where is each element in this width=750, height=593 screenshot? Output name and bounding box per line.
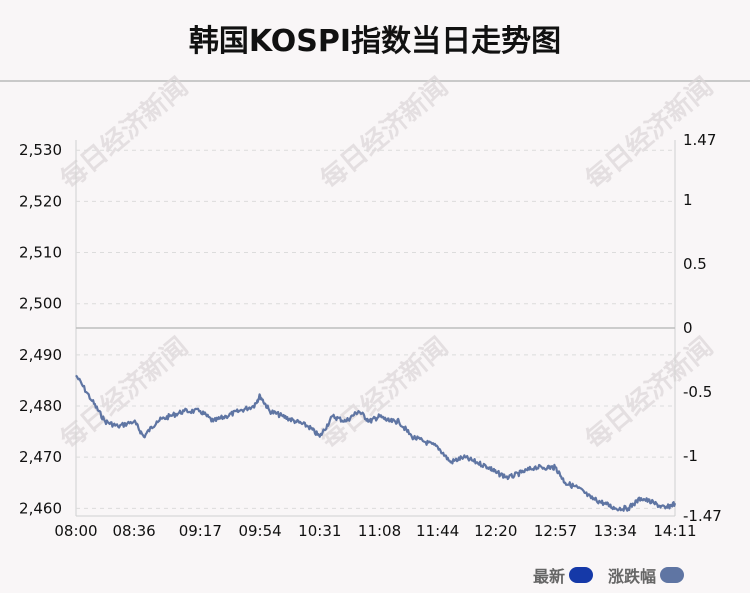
chart-title: 韩国KOSPI指数当日走势图 [188, 24, 562, 59]
legend-swatch-latest [569, 567, 594, 583]
y-left-tick-label: 2,460 [19, 499, 62, 517]
x-tick-label: 12:20 [474, 522, 517, 540]
x-tick-label: 08:36 [113, 522, 156, 540]
legend-item-latest[interactable]: 最新 [533, 563, 594, 587]
series-line-latest [75, 374, 677, 512]
watermark-text: 每日经济新闻 [55, 331, 194, 455]
legend-label-change: 涨跌幅 [608, 567, 657, 586]
y-left-tick-label: 2,470 [19, 448, 62, 466]
y-left-tick-label: 2,520 [19, 192, 62, 210]
watermark-text: 每日经济新闻 [315, 331, 454, 455]
x-tick-label: 13:34 [594, 522, 637, 540]
legend-label-latest: 最新 [533, 567, 566, 586]
x-tick-label: 09:54 [238, 522, 281, 540]
y-right-tick-label: 1.47 [683, 131, 716, 149]
title-divider [0, 80, 750, 82]
y-left-tick-label: 2,480 [19, 397, 62, 415]
watermark-text: 每日经济新闻 [315, 71, 454, 195]
y-right-tick-label: -0.5 [683, 383, 712, 401]
x-tick-label: 14:11 [653, 522, 696, 540]
legend-item-change[interactable]: 涨跌幅 [608, 563, 685, 587]
y-right-tick-label: 0 [683, 319, 693, 337]
legend-swatch-change [660, 567, 685, 583]
y-right-tick-label: -1 [683, 447, 698, 465]
watermark-text: 每日经济新闻 [55, 71, 194, 195]
x-tick-label: 10:31 [298, 522, 341, 540]
x-tick-label: 11:08 [358, 522, 401, 540]
y-right-tick-label: -1.47 [683, 507, 722, 525]
x-tick-label: 09:17 [179, 522, 222, 540]
y-right-tick-label: 1 [683, 191, 693, 209]
x-tick-label: 11:44 [416, 522, 459, 540]
y-left-tick-label: 2,510 [19, 244, 62, 262]
x-tick-label: 08:00 [54, 522, 97, 540]
y-left-tick-label: 2,500 [19, 295, 62, 313]
y-right-tick-label: 0.5 [683, 255, 707, 273]
x-tick-label: 12:57 [534, 522, 577, 540]
y-left-tick-label: 2,490 [19, 346, 62, 364]
y-left-tick-label: 2,530 [19, 141, 62, 159]
